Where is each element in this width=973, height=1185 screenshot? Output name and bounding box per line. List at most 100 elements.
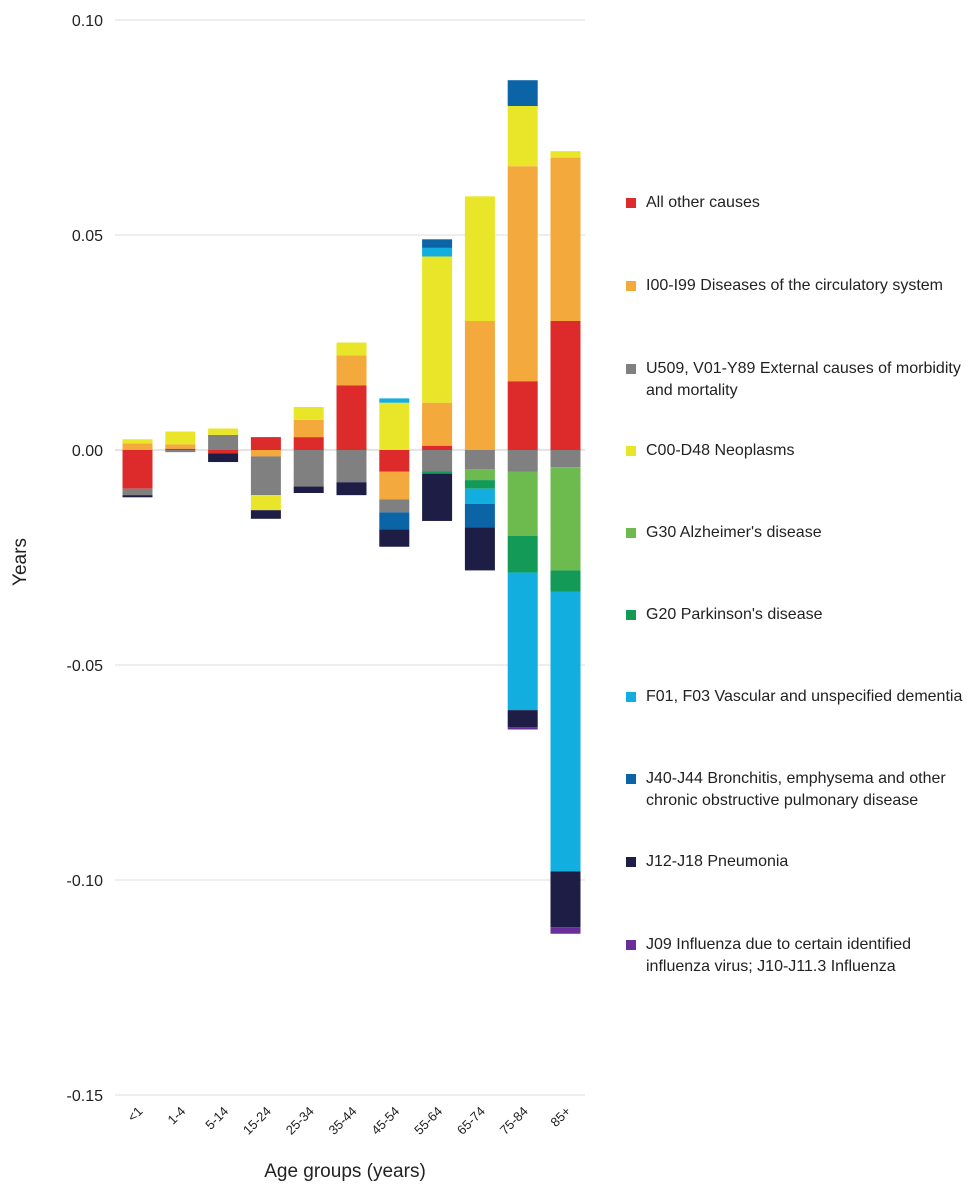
bar-segment: [550, 151, 581, 158]
bar-segment: [336, 355, 367, 386]
bar-segment: [122, 443, 153, 450]
bar-segment: [422, 473, 453, 521]
bar-segment: [507, 166, 538, 382]
x-tick-label: 75-84: [497, 1104, 531, 1138]
legend-label: U509, V01-Y89 External causes of morbidi…: [646, 360, 961, 399]
legend-item: J09 Influenza due to certain identified …: [626, 934, 973, 978]
x-tick-label: 65-74: [454, 1104, 488, 1138]
bar-segment: [293, 407, 324, 420]
x-tick-label: 15-24: [240, 1104, 274, 1138]
legend-label: J12-J18 Pneumonia: [646, 853, 789, 870]
bar-segment: [336, 482, 367, 496]
bar-segment: [336, 385, 367, 450]
bar-segment: [550, 157, 581, 321]
bar-segment: [464, 527, 495, 571]
bar-segment: [464, 503, 495, 528]
bar-segment: [422, 471, 453, 474]
legend-label: C00-D48 Neoplasms: [646, 442, 795, 459]
bar-segment: [165, 448, 196, 450]
bar-segment: [165, 431, 196, 445]
legend-item: J40-J44 Bronchitis, emphysema and other …: [626, 768, 973, 812]
bar-segment: [379, 450, 410, 472]
bar-segment: [122, 439, 153, 444]
legend-swatch: [626, 692, 636, 702]
bar-segment: [464, 321, 495, 450]
x-tick-label: 5-14: [202, 1104, 231, 1133]
bar-segment: [464, 469, 495, 481]
legend-swatch: [626, 774, 636, 784]
bar-segment: [379, 529, 410, 547]
legend-label: J09 Influenza due to certain identified …: [646, 936, 912, 975]
y-axis-title: Years: [10, 538, 31, 586]
legend-item: All other causes: [626, 192, 973, 214]
y-tick-label: -0.10: [67, 873, 104, 890]
bar-segment: [293, 450, 324, 487]
bar-segment: [379, 471, 410, 500]
x-tick-label: 45-54: [368, 1104, 402, 1138]
bar-segment: [122, 450, 153, 489]
legend-item: U509, V01-Y89 External causes of morbidi…: [626, 358, 973, 402]
bars: [122, 80, 581, 934]
x-tick-label: 55-64: [411, 1104, 445, 1138]
legend-item: G20 Parkinson's disease: [626, 604, 973, 626]
bar-segment: [507, 381, 538, 450]
legend-swatch: [626, 610, 636, 620]
legend-swatch: [626, 198, 636, 208]
x-tick-label: 25-34: [283, 1104, 317, 1138]
x-tick-label: 85+: [547, 1104, 573, 1130]
bar-segment: [293, 419, 324, 438]
bar-segment: [507, 536, 538, 573]
bar-segment: [550, 450, 581, 468]
x-tick-label: 35-44: [326, 1104, 360, 1138]
bar-segment: [507, 727, 538, 730]
bar-segment: [422, 247, 453, 257]
bar-segment: [379, 499, 410, 513]
bar-segment: [550, 927, 581, 934]
legend-item: C00-D48 Neoplasms: [626, 440, 973, 462]
bar-segment: [550, 591, 581, 872]
y-tick-label: 0.00: [72, 443, 103, 460]
x-axis-ticks: <1 1-4 5-14 15-24 25-34 35-44 45-54 55-64 65-74 7…: [125, 1104, 574, 1138]
bar-segment: [208, 434, 239, 450]
bar-segment: [422, 445, 453, 450]
bar-segment: [550, 570, 581, 592]
legend-label: All other causes: [646, 194, 760, 211]
bar-segment: [336, 342, 367, 356]
bar-segment: [507, 80, 538, 106]
x-tick-label: 1-4: [165, 1104, 189, 1128]
bar-segment: [336, 450, 367, 483]
legend-swatch: [626, 281, 636, 291]
bar-segment: [122, 495, 153, 498]
legend-item: J12-J18 Pneumonia: [626, 851, 973, 873]
bar-segment: [250, 450, 281, 457]
bar-segment: [464, 488, 495, 504]
legend-swatch: [626, 446, 636, 456]
legend-swatch: [626, 528, 636, 538]
bar-segment: [422, 239, 453, 248]
bar-segment: [208, 453, 239, 463]
y-axis-ticks: 0.10 0.05 0.00 -0.05 -0.10 -0.15: [67, 13, 104, 1105]
y-tick-label: 0.10: [72, 13, 103, 30]
bar-segment: [165, 450, 196, 453]
bar-segment: [550, 871, 581, 928]
bar-segment: [422, 256, 453, 403]
bar-segment: [379, 512, 410, 530]
bar-segment: [507, 471, 538, 536]
bar-segment: [464, 196, 495, 321]
bar-segment: [550, 321, 581, 450]
bar-segment: [422, 450, 453, 472]
legend-label: G30 Alzheimer's disease: [646, 524, 822, 541]
bar-segment: [293, 486, 324, 493]
bar-segment: [208, 450, 239, 454]
x-tick-label: <1: [125, 1104, 146, 1125]
legend-label: G20 Parkinson's disease: [646, 606, 823, 623]
bar-segment: [250, 495, 281, 511]
bar-segment: [250, 456, 281, 496]
legend-swatch: [626, 857, 636, 867]
legend-label: I00-I99 Diseases of the circulatory syst…: [646, 277, 944, 294]
legend-label: J40-J44 Bronchitis, emphysema and other …: [646, 770, 946, 809]
bar-segment: [550, 467, 581, 571]
legend-item: F01, F03 Vascular and unspecified dement…: [626, 686, 973, 708]
y-tick-label: -0.15: [67, 1088, 104, 1105]
